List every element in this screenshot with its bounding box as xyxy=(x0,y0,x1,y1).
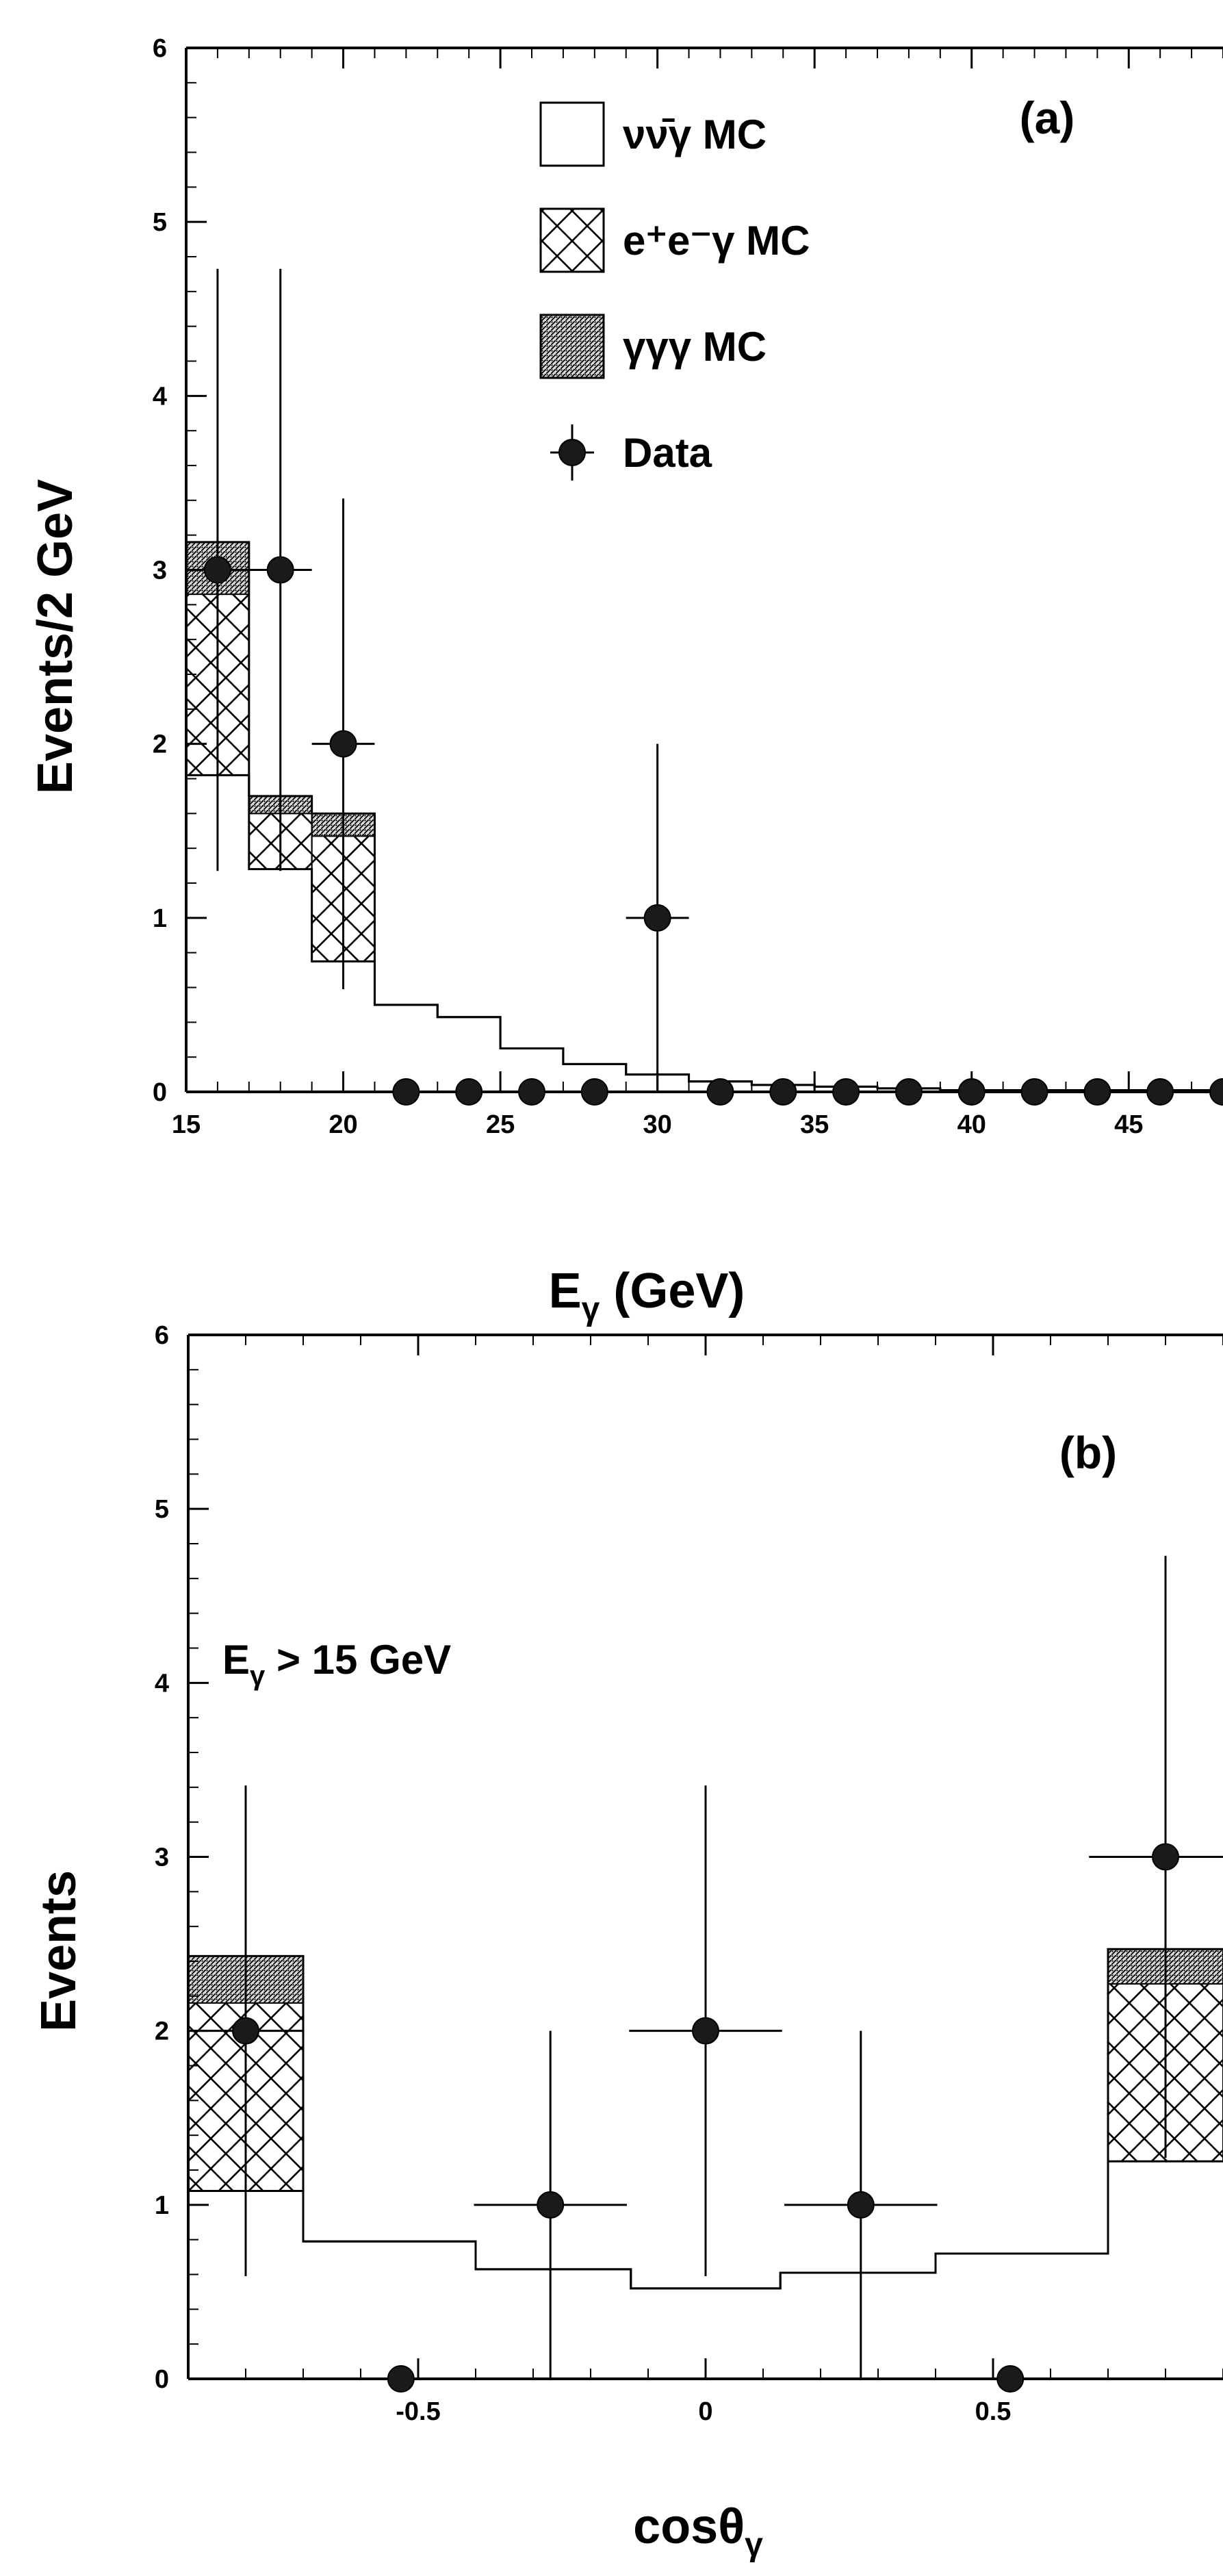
y-tick-label: 2 xyxy=(153,730,167,759)
x-tick-label: -0.5 xyxy=(396,2397,440,2426)
legend-swatch xyxy=(539,101,605,167)
panel-a-mc-stack xyxy=(185,541,1223,1092)
y-tick-label: 1 xyxy=(155,2191,169,2220)
data-point xyxy=(580,1078,608,1106)
data-point xyxy=(203,556,231,584)
panel-b-label: (b) xyxy=(1059,1427,1117,1478)
data-point xyxy=(957,1078,986,1106)
data-point xyxy=(329,730,357,758)
panel-a-label: (a) xyxy=(1020,92,1075,143)
y-tick-label: 4 xyxy=(153,382,167,411)
panel-b-axes: 0 1 2 3 4 5 6 -0.5 0 0.5 xyxy=(155,1321,1223,2426)
data-point xyxy=(387,2365,415,2393)
panel-a-xlabel-sub: γ xyxy=(582,1291,600,1327)
panel-b-annotation-main: E xyxy=(222,1637,250,1683)
data-point xyxy=(537,2191,565,2219)
legend-swatch xyxy=(539,314,605,379)
panel-b-annotation: Eγ > 15 GeV xyxy=(222,1637,451,1691)
y-tick-label: 6 xyxy=(153,34,167,63)
legend-label: γγγ MC xyxy=(623,324,767,370)
x-tick-label: 40 xyxy=(957,1110,986,1139)
x-tick-label: 45 xyxy=(1114,1110,1143,1139)
y-tick-label: 5 xyxy=(153,208,167,237)
x-tick-label: 0 xyxy=(698,2397,712,2426)
y-tick-label: 2 xyxy=(155,2017,169,2046)
legend-swatch xyxy=(539,207,605,273)
panel-b-annotation-sub: γ xyxy=(250,1661,266,1691)
data-point xyxy=(266,556,294,584)
data-point xyxy=(1209,1078,1223,1106)
x-tick-label: 0.5 xyxy=(975,2397,1012,2426)
panel-b-annotation-rest: > 15 GeV xyxy=(265,1637,451,1683)
panel-b-ylabel: Events xyxy=(31,1870,86,2032)
panel-b-data-points xyxy=(188,1555,1223,2393)
y-tick-label: 4 xyxy=(155,1669,169,1698)
panel-a-data-points xyxy=(186,268,1223,1106)
data-point xyxy=(1146,1078,1174,1106)
data-point xyxy=(1152,1843,1179,1871)
x-tick-label: 25 xyxy=(486,1110,515,1139)
x-tick-label: 20 xyxy=(329,1110,357,1139)
data-point xyxy=(392,1078,420,1106)
data-point xyxy=(832,1078,860,1106)
panel-a-ylabel: Events/2 GeV xyxy=(28,479,83,794)
legend-label: e⁺e⁻γ MC xyxy=(623,218,810,264)
y-tick-label: 0 xyxy=(153,1078,167,1107)
y-tick-label: 0 xyxy=(155,2365,169,2394)
y-tick-label: 3 xyxy=(153,557,167,585)
panel-a-xlabel-main: E xyxy=(549,1264,582,1318)
y-tick-label: 5 xyxy=(155,1495,169,1524)
legend-label: νν̄γ MC xyxy=(623,112,767,157)
legend-label: Data xyxy=(623,430,712,476)
x-tick-label: 35 xyxy=(800,1110,829,1139)
data-point xyxy=(1083,1078,1111,1106)
panel-a-xlabel-unit: (GeV) xyxy=(600,1264,745,1318)
panel-a-legend: νν̄γ MC e⁺e⁻γ MC γγγ MC Data xyxy=(539,101,810,481)
panel-b-xlabel-main: cosθ xyxy=(633,2499,745,2554)
data-point xyxy=(455,1078,483,1106)
data-point xyxy=(769,1078,797,1106)
data-point xyxy=(706,1078,734,1106)
panel-b-xlabel: cosθγ xyxy=(633,2499,763,2563)
y-tick-label: 6 xyxy=(155,1321,169,1350)
data-point xyxy=(692,2017,719,2045)
data-point xyxy=(996,2365,1025,2393)
panel-a-xlabel: Eγ (GeV) xyxy=(549,1264,745,1327)
y-tick-label: 1 xyxy=(153,904,167,933)
data-point xyxy=(847,2191,875,2219)
y-tick-label: 3 xyxy=(155,1844,169,1872)
x-tick-label: 30 xyxy=(643,1110,671,1139)
x-tick-label: 15 xyxy=(172,1110,201,1139)
mc-total-outline xyxy=(187,1948,1223,2379)
data-point xyxy=(518,1078,545,1106)
panel-b-xlabel-sub: γ xyxy=(745,2527,763,2563)
panel-b: 0 1 2 3 4 5 6 -0.5 0 0.5 (b) Eγ > 15 GeV Events c… xyxy=(31,1321,1223,2563)
data-point xyxy=(894,1078,923,1106)
data-point xyxy=(232,2017,259,2045)
data-point xyxy=(1020,1078,1048,1106)
data-point xyxy=(643,904,671,932)
legend-data-marker xyxy=(558,439,586,466)
